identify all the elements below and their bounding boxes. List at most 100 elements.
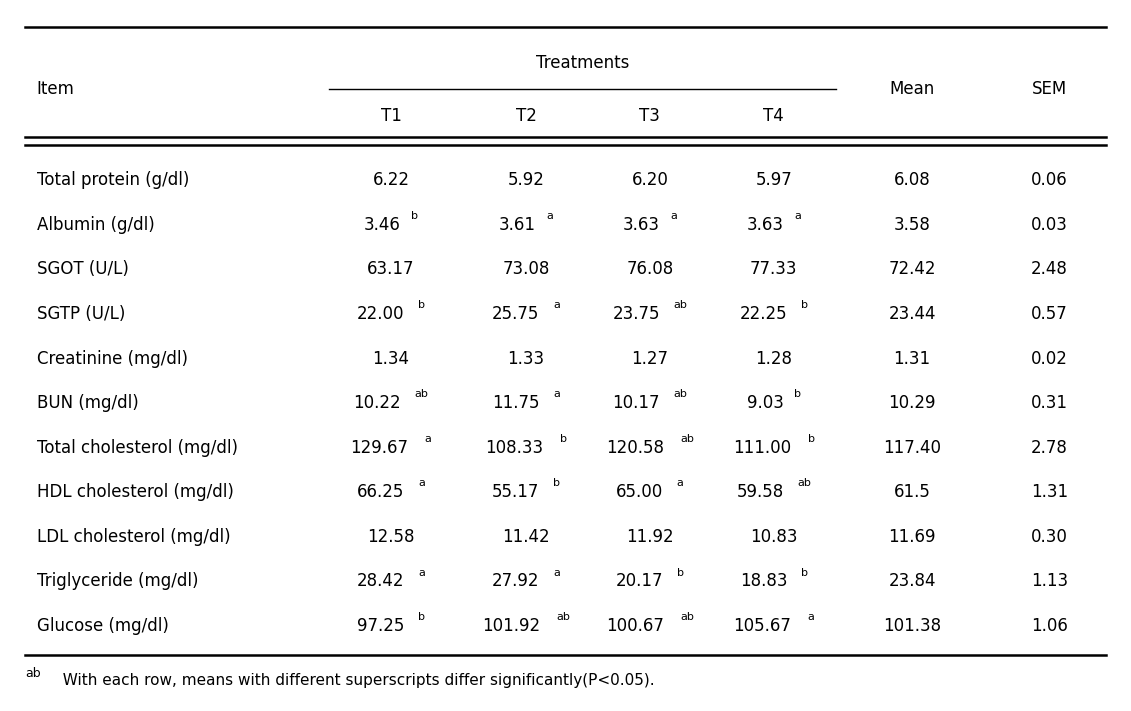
Text: a: a bbox=[671, 211, 677, 221]
Text: 9.03: 9.03 bbox=[746, 394, 784, 412]
Text: b: b bbox=[801, 567, 808, 577]
Text: ab: ab bbox=[25, 668, 41, 680]
Text: 1.13: 1.13 bbox=[1030, 572, 1068, 590]
Text: Item: Item bbox=[36, 80, 75, 98]
Text: 6.22: 6.22 bbox=[372, 171, 409, 189]
Text: SGTP (U/L): SGTP (U/L) bbox=[36, 305, 124, 323]
Text: b: b bbox=[677, 567, 684, 577]
Text: Glucose (mg/dl): Glucose (mg/dl) bbox=[36, 617, 169, 635]
Text: 18.83: 18.83 bbox=[740, 572, 787, 590]
Text: 105.67: 105.67 bbox=[733, 617, 791, 635]
Text: 73.08: 73.08 bbox=[502, 260, 550, 279]
Text: 2.48: 2.48 bbox=[1031, 260, 1068, 279]
Text: b: b bbox=[418, 612, 425, 622]
Text: 2.78: 2.78 bbox=[1031, 439, 1068, 456]
Text: ab: ab bbox=[556, 612, 570, 622]
Text: a: a bbox=[553, 300, 560, 310]
Text: With each row, means with different superscripts differ significantly(P<0.05).: With each row, means with different supe… bbox=[53, 673, 655, 688]
Text: 23.44: 23.44 bbox=[888, 305, 935, 323]
Text: 120.58: 120.58 bbox=[606, 439, 664, 456]
Text: b: b bbox=[418, 300, 425, 310]
Text: 27.92: 27.92 bbox=[492, 572, 539, 590]
Text: Triglyceride (mg/dl): Triglyceride (mg/dl) bbox=[36, 572, 198, 590]
Text: 10.22: 10.22 bbox=[354, 394, 402, 412]
Text: b: b bbox=[801, 300, 808, 310]
Text: ab: ab bbox=[797, 479, 811, 488]
Text: 6.20: 6.20 bbox=[631, 171, 668, 189]
Text: a: a bbox=[425, 434, 432, 444]
Text: 1.33: 1.33 bbox=[508, 350, 545, 368]
Text: ab: ab bbox=[680, 612, 694, 622]
Text: 28.42: 28.42 bbox=[357, 572, 405, 590]
Text: 66.25: 66.25 bbox=[357, 483, 405, 501]
Text: 63.17: 63.17 bbox=[368, 260, 415, 279]
Text: a: a bbox=[553, 390, 560, 400]
Text: 61.5: 61.5 bbox=[893, 483, 931, 501]
Text: 1.34: 1.34 bbox=[372, 350, 409, 368]
Text: 101.38: 101.38 bbox=[883, 617, 941, 635]
Text: ab: ab bbox=[673, 300, 688, 310]
Text: 1.31: 1.31 bbox=[1030, 483, 1068, 501]
Text: 0.57: 0.57 bbox=[1031, 305, 1068, 323]
Text: ab: ab bbox=[680, 434, 694, 444]
Text: b: b bbox=[553, 479, 560, 488]
Text: a: a bbox=[676, 479, 683, 488]
Text: 101.92: 101.92 bbox=[482, 617, 539, 635]
Text: 0.30: 0.30 bbox=[1031, 528, 1068, 546]
Text: 76.08: 76.08 bbox=[627, 260, 674, 279]
Text: ab: ab bbox=[415, 390, 429, 400]
Text: 11.69: 11.69 bbox=[888, 528, 935, 546]
Text: 0.31: 0.31 bbox=[1031, 394, 1068, 412]
Text: T4: T4 bbox=[763, 107, 784, 124]
Text: Mean: Mean bbox=[889, 80, 934, 98]
Text: 1.31: 1.31 bbox=[893, 350, 931, 368]
Text: 11.75: 11.75 bbox=[492, 394, 539, 412]
Text: b: b bbox=[412, 211, 418, 221]
Text: 22.25: 22.25 bbox=[740, 305, 787, 323]
Text: 3.63: 3.63 bbox=[623, 216, 659, 234]
Text: 25.75: 25.75 bbox=[492, 305, 539, 323]
Text: a: a bbox=[546, 211, 553, 221]
Text: a: a bbox=[808, 612, 814, 622]
Text: T3: T3 bbox=[639, 107, 661, 124]
Text: 20.17: 20.17 bbox=[616, 572, 664, 590]
Text: SGOT (U/L): SGOT (U/L) bbox=[36, 260, 129, 279]
Text: 111.00: 111.00 bbox=[733, 439, 791, 456]
Text: 11.42: 11.42 bbox=[502, 528, 550, 546]
Text: Total protein (g/dl): Total protein (g/dl) bbox=[36, 171, 189, 189]
Text: 23.75: 23.75 bbox=[613, 305, 661, 323]
Text: Total cholesterol (mg/dl): Total cholesterol (mg/dl) bbox=[36, 439, 238, 456]
Text: ab: ab bbox=[673, 390, 688, 400]
Text: a: a bbox=[794, 211, 801, 221]
Text: 23.84: 23.84 bbox=[888, 572, 935, 590]
Text: a: a bbox=[553, 567, 560, 577]
Text: T1: T1 bbox=[381, 107, 402, 124]
Text: a: a bbox=[418, 567, 425, 577]
Text: b: b bbox=[794, 390, 801, 400]
Text: 12.58: 12.58 bbox=[368, 528, 415, 546]
Text: 59.58: 59.58 bbox=[736, 483, 784, 501]
Text: HDL cholesterol (mg/dl): HDL cholesterol (mg/dl) bbox=[36, 483, 233, 501]
Text: BUN (mg/dl): BUN (mg/dl) bbox=[36, 394, 138, 412]
Text: 97.25: 97.25 bbox=[357, 617, 405, 635]
Text: 108.33: 108.33 bbox=[485, 439, 544, 456]
Text: 11.92: 11.92 bbox=[627, 528, 674, 546]
Text: 117.40: 117.40 bbox=[883, 439, 941, 456]
Text: 3.63: 3.63 bbox=[746, 216, 784, 234]
Text: 0.06: 0.06 bbox=[1031, 171, 1068, 189]
Text: 100.67: 100.67 bbox=[606, 617, 664, 635]
Text: 129.67: 129.67 bbox=[351, 439, 408, 456]
Text: 55.17: 55.17 bbox=[492, 483, 539, 501]
Text: 0.03: 0.03 bbox=[1031, 216, 1068, 234]
Text: 72.42: 72.42 bbox=[888, 260, 935, 279]
Text: 3.46: 3.46 bbox=[364, 216, 400, 234]
Text: SEM: SEM bbox=[1031, 80, 1067, 98]
Text: 5.92: 5.92 bbox=[508, 171, 544, 189]
Text: 10.83: 10.83 bbox=[750, 528, 797, 546]
Text: 10.17: 10.17 bbox=[613, 394, 661, 412]
Text: Albumin (g/dl): Albumin (g/dl) bbox=[36, 216, 154, 234]
Text: 3.61: 3.61 bbox=[499, 216, 536, 234]
Text: 5.97: 5.97 bbox=[756, 171, 792, 189]
Text: 77.33: 77.33 bbox=[750, 260, 797, 279]
Text: 0.02: 0.02 bbox=[1031, 350, 1068, 368]
